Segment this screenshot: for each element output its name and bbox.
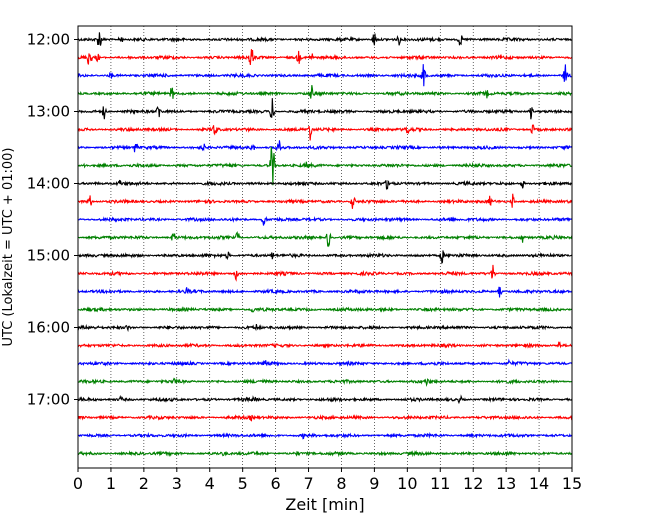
x-tick-label: 2 (139, 474, 149, 493)
seismic-trace (77, 341, 573, 349)
x-tick-label: 14 (529, 474, 549, 493)
seismic-trace (77, 431, 573, 440)
y-tick-label: 15:00 (27, 247, 70, 265)
seismic-trace (77, 49, 573, 66)
seismic-trace (77, 323, 573, 333)
seismic-trace (77, 377, 573, 388)
seismic-trace (77, 179, 573, 191)
y-tick-label: 16:00 (27, 319, 70, 337)
seismic-trace (77, 264, 573, 282)
y-tick-label: 14:00 (27, 175, 70, 193)
seismic-trace (77, 358, 573, 367)
seismic-trace (77, 124, 573, 141)
y-tick-label: 17:00 (27, 391, 70, 409)
y-tick-label: 13:00 (27, 103, 70, 121)
x-tick-label: 4 (205, 474, 215, 493)
seismic-trace (77, 140, 573, 153)
x-tick-label: 13 (496, 474, 516, 493)
seismic-trace (77, 146, 573, 186)
x-tick-label: 9 (369, 474, 379, 493)
x-tick-label: 11 (430, 474, 450, 493)
y-axis-label: UTC (Lokalzeit = UTC + 01:00) (1, 148, 16, 347)
seismic-trace (77, 193, 573, 209)
seismic-trace (77, 98, 573, 120)
seismic-trace (77, 32, 573, 46)
seismic-trace (77, 286, 573, 298)
seismic-trace (77, 413, 573, 422)
plot-frame (77, 25, 573, 469)
seismic-trace (77, 85, 573, 99)
x-tick-label: 3 (172, 474, 182, 493)
x-tick-label: 6 (271, 474, 281, 493)
x-tick-label: 0 (73, 474, 83, 493)
x-tick-label: 15 (562, 474, 582, 493)
x-tick-label: 1 (106, 474, 116, 493)
seismic-trace (77, 64, 573, 87)
seismic-trace (77, 450, 573, 458)
x-tick-label: 12 (463, 474, 483, 493)
seismic-trace (77, 250, 573, 265)
trace-group (77, 32, 573, 458)
y-tick-label: 12:00 (27, 31, 70, 49)
tick-group: 0 1 2 3 4 5 6 7 8 9 10 11 12 13 14 1512:0013:0014:0015:… (27, 31, 582, 494)
x-tick-label: 7 (303, 474, 313, 493)
seismic-trace (77, 231, 573, 248)
seismic-trace (77, 215, 573, 226)
x-tick-label: 10 (397, 474, 417, 493)
seismic-trace (77, 394, 573, 405)
x-tick-label: 8 (336, 474, 346, 493)
x-tick-label: 5 (238, 474, 248, 493)
x-axis-label: Zeit [min] (285, 495, 364, 514)
seismic-trace (77, 306, 573, 313)
